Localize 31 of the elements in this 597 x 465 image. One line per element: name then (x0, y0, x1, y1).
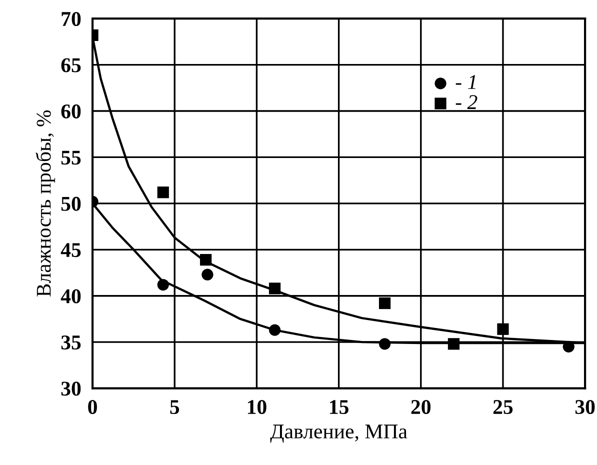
point (268, 324, 281, 336)
legend-label: - 1 (456, 75, 476, 89)
y-tick-label: 35 (61, 336, 81, 350)
y-tick-label: 65 (61, 58, 81, 72)
point (378, 338, 391, 350)
y-tick-label: 55 (61, 150, 81, 165)
x-tick-label: 15 (330, 400, 348, 414)
x-tick-label: 25 (493, 400, 513, 414)
y-tick-label: 50 (61, 196, 81, 211)
x-tick-label: 20 (411, 400, 431, 414)
point (497, 323, 509, 335)
y-tick-label: 45 (60, 243, 81, 258)
point (157, 278, 169, 291)
point (268, 282, 281, 294)
x-axis-title: Давление, МПа (270, 424, 408, 443)
point (378, 297, 391, 310)
x-tick-label: 5 (170, 400, 180, 414)
point (200, 254, 212, 266)
y-tick-label: 30 (61, 382, 81, 396)
x-tick-label: 0 (88, 400, 97, 414)
x-tick-label: 10 (248, 400, 266, 414)
x-tick-label: 30 (575, 400, 595, 414)
y-tick-label: 40 (60, 289, 81, 304)
point (202, 268, 214, 280)
legend-label: - 2 (456, 95, 478, 109)
y-tick-label: 60 (61, 104, 81, 118)
y-axis-title: Влажность пробы, % (36, 110, 56, 297)
point (157, 186, 169, 198)
point (562, 340, 574, 352)
point (448, 338, 460, 350)
y-tick-label: 70 (62, 12, 81, 26)
